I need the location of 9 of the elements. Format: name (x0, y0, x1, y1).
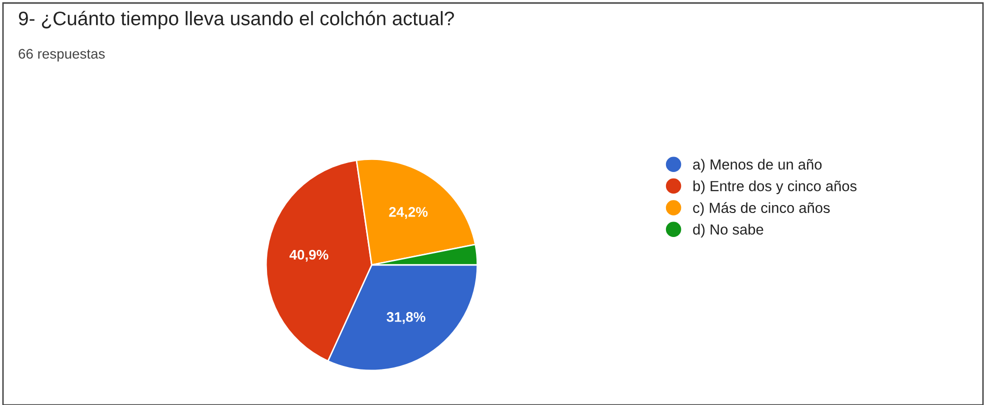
legend-label: b) Entre dos y cinco años (693, 180, 857, 194)
chart-title: 9- ¿Cuánto tiempo lleva usando el colchón actual? (18, 10, 454, 30)
text: 66 respuestas (18, 48, 105, 62)
data-label: 40,9% (290, 250, 328, 262)
legend-label: d) No sabe (693, 224, 764, 238)
legend-label: a) Menos de un año (693, 158, 822, 173)
data-label: 31,8% (386, 312, 426, 324)
legend-label: c) Más de cinco años (693, 202, 830, 216)
data-label: 24,2% (389, 207, 428, 219)
